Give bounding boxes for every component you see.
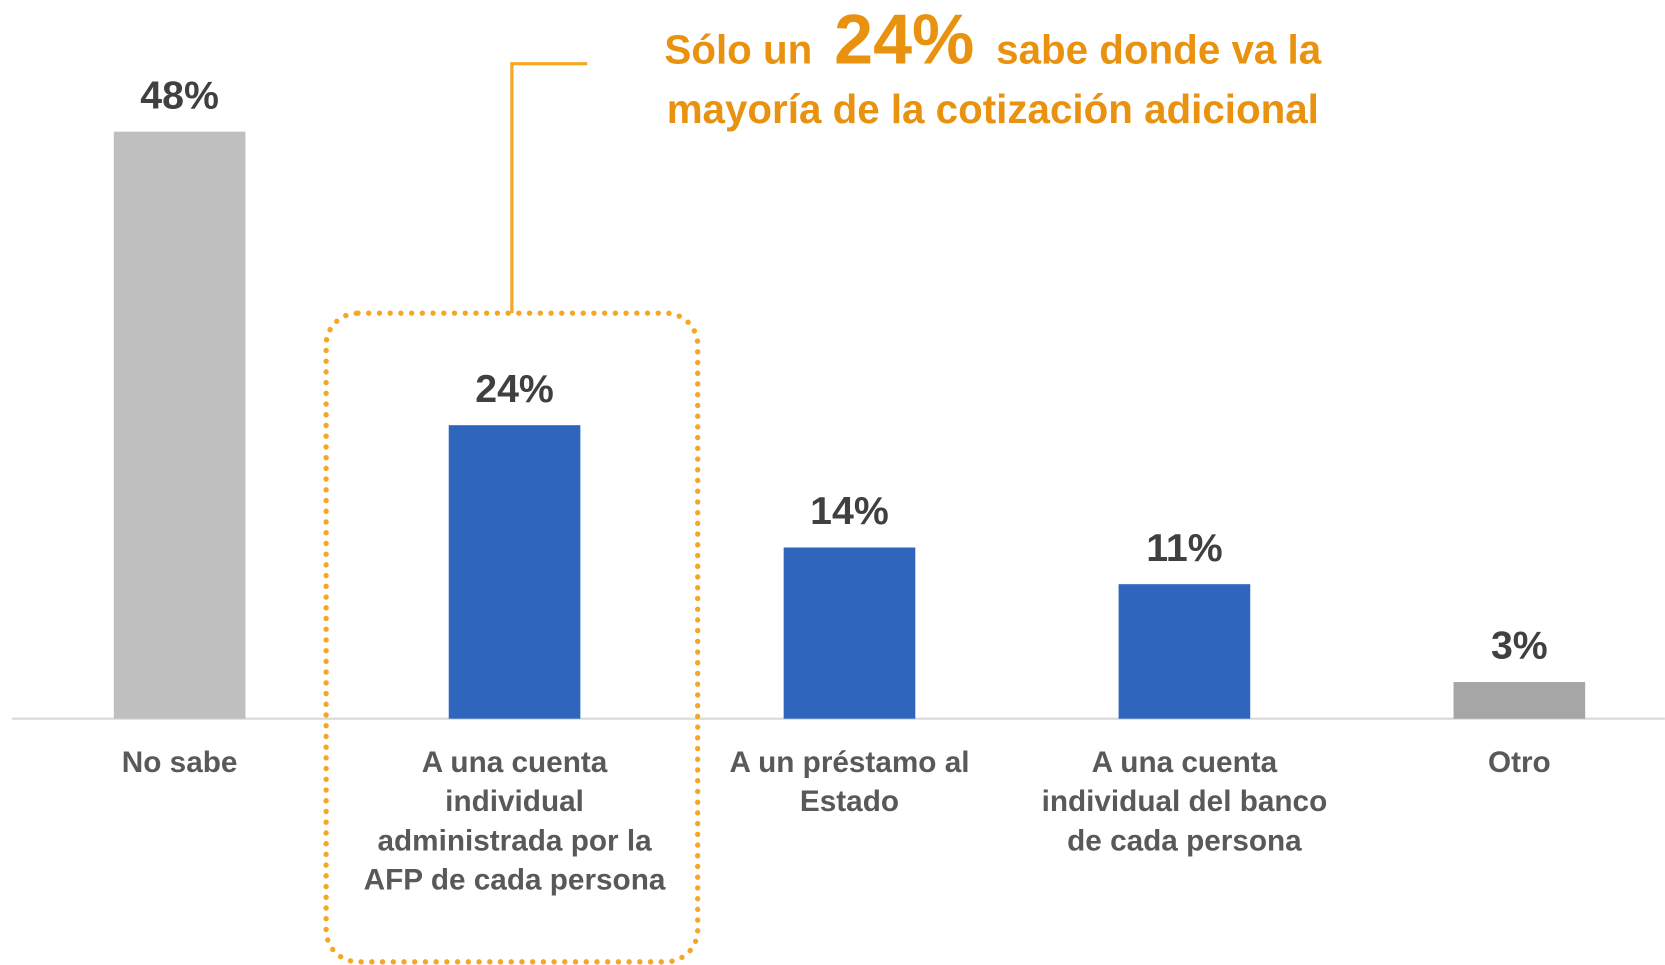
bar	[448, 425, 581, 719]
label-line: individual	[445, 785, 584, 818]
label-line: A una cuenta	[1092, 746, 1278, 779]
label-line: administrada por la	[377, 824, 652, 857]
value-label: 24%	[475, 367, 554, 411]
x-tick-label: A una cuenta individual administrada por l…	[364, 746, 666, 897]
highlight-box	[323, 310, 701, 965]
value-label: 11%	[1146, 526, 1222, 570]
bar	[1118, 584, 1251, 719]
annotation-line: mayoría de la cotización adicional	[667, 86, 1319, 132]
connector	[510, 62, 588, 314]
x-tick-label: Otro	[1488, 746, 1551, 779]
label-line: A un préstamo al	[729, 746, 969, 779]
annotation-text: sabe donde va la	[996, 27, 1322, 73]
label-line: No sabe	[122, 746, 238, 779]
value-label: 3%	[1491, 624, 1548, 668]
label-line: de cada persona	[1067, 824, 1302, 857]
bar	[113, 131, 246, 719]
label-line: Estado	[800, 785, 899, 818]
annotation-highlight: 24%	[834, 1, 974, 79]
x-tick-label: A un préstamo al Estado	[729, 746, 969, 818]
label-line: AFP de cada persona	[364, 864, 666, 897]
x-tick-label: No sabe	[122, 746, 238, 779]
label-line: Otro	[1488, 746, 1551, 779]
x-tick-label: A una cuenta individual del banco de cada …	[1042, 746, 1328, 858]
label-line: individual del banco	[1042, 785, 1328, 818]
bar	[1453, 682, 1586, 719]
bar	[783, 547, 916, 719]
value-label: 48%	[140, 73, 219, 117]
label-line: A una cuenta	[422, 746, 608, 779]
value-label: 14%	[810, 489, 889, 533]
annotation-text: Sólo un	[664, 27, 812, 73]
annotation-line: Sólo un 24% sabe donde va la	[664, 1, 1321, 79]
